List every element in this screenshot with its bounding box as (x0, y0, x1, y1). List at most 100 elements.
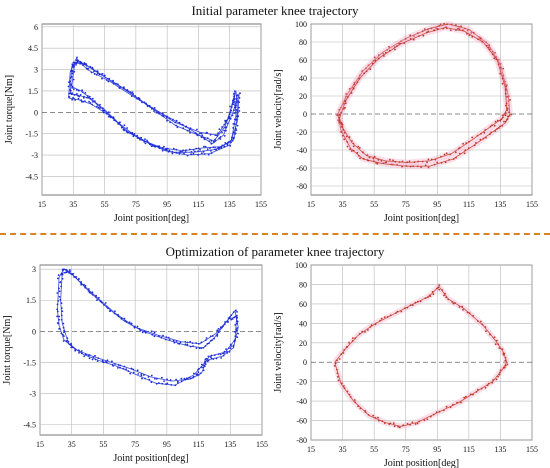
data-point (77, 94, 79, 97)
data-point (95, 70, 97, 73)
data-point (74, 348, 77, 351)
data-point (459, 152, 461, 155)
data-point (93, 73, 96, 75)
data-point (85, 63, 88, 65)
data-point (139, 99, 141, 101)
data-point (398, 426, 401, 429)
data-point (178, 151, 181, 154)
data-point (455, 156, 457, 159)
data-point (443, 153, 446, 156)
data-point (215, 149, 218, 151)
data-point (480, 387, 483, 390)
data-point (487, 382, 490, 385)
data-point (131, 95, 133, 97)
data-point (449, 29, 452, 32)
y-tick-label: -3 (29, 390, 36, 399)
data-point (228, 115, 231, 118)
data-point (140, 373, 143, 376)
data-point (341, 123, 343, 125)
data-point (141, 331, 144, 334)
x-tick-label: 155 (526, 200, 538, 209)
data-point (223, 352, 225, 355)
trajectory-line (56, 268, 239, 382)
data-point (454, 302, 456, 304)
data-point (499, 371, 501, 374)
data-point (507, 111, 510, 114)
data-point (57, 277, 59, 280)
data-point (155, 383, 158, 385)
series-group (67, 56, 241, 157)
data-point (82, 64, 84, 66)
data-point (430, 27, 433, 30)
data-point (186, 341, 189, 344)
data-point (350, 150, 353, 152)
data-point (399, 42, 401, 45)
data-point (438, 288, 441, 291)
data-point (220, 357, 223, 359)
data-point (62, 340, 65, 342)
data-point (361, 330, 364, 333)
data-point (504, 112, 507, 114)
data-point (197, 371, 200, 374)
data-point (445, 296, 448, 299)
data-point (161, 376, 163, 379)
data-point (105, 79, 108, 81)
data-point (171, 150, 174, 153)
data-point (234, 331, 236, 333)
data-point (226, 122, 229, 125)
data-point (118, 87, 121, 89)
data-point (73, 94, 76, 96)
data-point (401, 160, 404, 163)
data-point (190, 377, 192, 380)
x-tick-label: 115 (463, 200, 475, 209)
data-point (153, 110, 155, 112)
data-point (345, 95, 347, 98)
data-point (219, 136, 222, 138)
x-tick-label: 15 (307, 445, 315, 454)
data-point (81, 91, 84, 93)
x-tick-label: 15 (307, 200, 315, 209)
data-point (206, 148, 209, 151)
data-point (166, 119, 169, 122)
data-point (123, 124, 126, 127)
data-point (166, 116, 168, 119)
data-point (472, 315, 474, 317)
data-point (232, 123, 235, 125)
data-point (336, 375, 339, 378)
data-point (363, 72, 366, 75)
data-point (449, 153, 451, 156)
data-point (204, 363, 207, 365)
data-point (389, 314, 392, 317)
data-point (232, 311, 235, 314)
data-point (185, 149, 187, 152)
data-point (63, 335, 65, 337)
x-axis-label: Joint position[deg] (113, 453, 188, 464)
data-point (350, 92, 353, 94)
data-point (170, 384, 173, 386)
data-point (107, 307, 109, 310)
data-point (214, 138, 217, 141)
data-point (402, 424, 405, 427)
data-point (435, 27, 438, 30)
data-point (223, 135, 226, 137)
data-point (481, 323, 484, 326)
data-point (409, 304, 412, 307)
data-point (169, 121, 172, 124)
data-point (180, 377, 183, 380)
data-point (417, 160, 419, 163)
data-point (130, 322, 133, 325)
data-point (385, 161, 388, 164)
data-point (195, 342, 198, 344)
data-point (163, 145, 165, 148)
data-point (233, 109, 235, 111)
data-point (222, 354, 225, 357)
data-point (481, 40, 484, 43)
data-point (380, 317, 383, 320)
data-point (125, 368, 128, 370)
data-point (161, 382, 164, 385)
data-point (448, 159, 451, 161)
x-tick-label: 75 (402, 200, 410, 209)
data-point (506, 84, 508, 86)
y-axis-label: Joint torque[Nm] (4, 75, 15, 144)
data-point (221, 126, 224, 128)
